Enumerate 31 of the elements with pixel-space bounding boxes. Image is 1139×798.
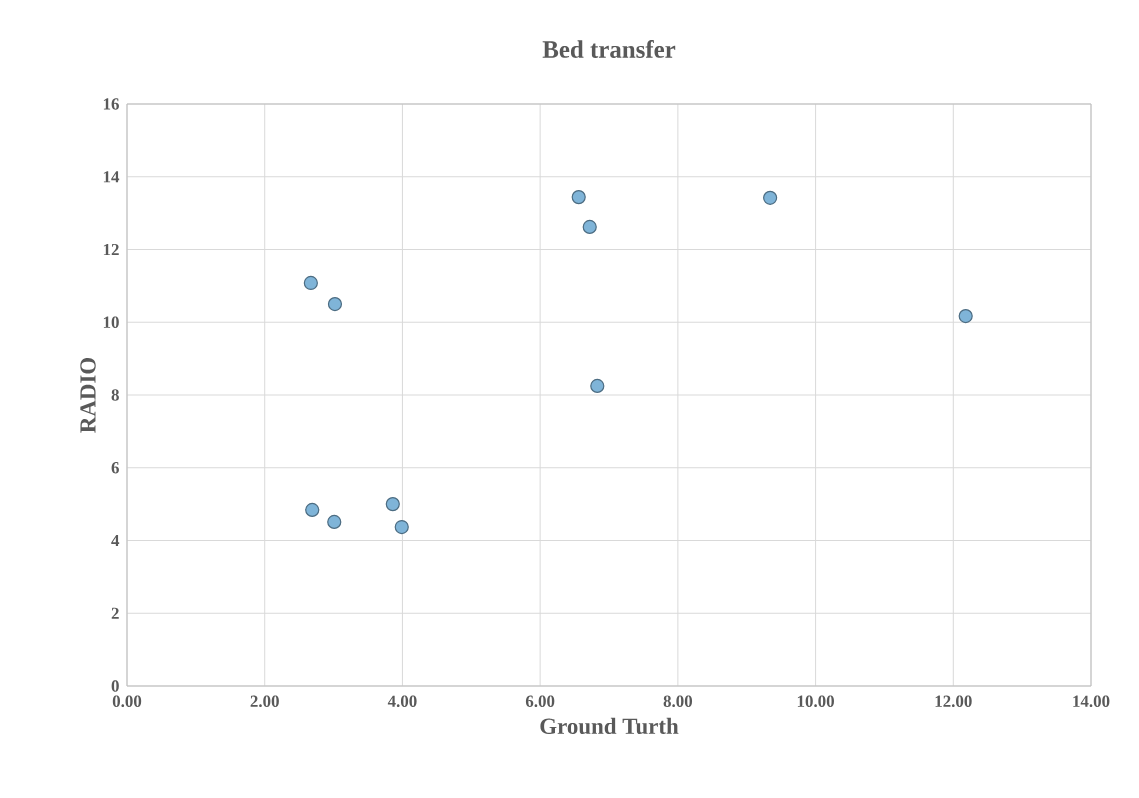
y-tick-label: 12 <box>103 243 119 256</box>
y-tick-label: 4 <box>111 534 120 547</box>
x-tick-label: 2.00 <box>250 695 279 708</box>
y-axis-title: RADIO <box>80 357 96 433</box>
x-tick-label: 12.00 <box>935 695 972 708</box>
point <box>303 275 318 291</box>
x-tick-label: 10.00 <box>797 695 834 708</box>
y-tick-label: 0 <box>111 680 119 692</box>
point <box>385 497 400 512</box>
point <box>590 378 605 393</box>
point <box>305 502 320 518</box>
point <box>763 190 778 205</box>
point <box>582 219 597 235</box>
y-tick-label: 10 <box>103 316 119 328</box>
point <box>571 190 586 205</box>
y-tick-label: 16 <box>103 98 119 110</box>
y-tick-label: 8 <box>111 389 119 401</box>
point <box>958 308 973 324</box>
y-tick-label: 14 <box>103 171 120 183</box>
point <box>394 519 409 535</box>
x-tick-label: 6.00 <box>525 695 555 708</box>
x-tick-label: 8.00 <box>663 695 693 708</box>
x-tick-label: 14.00 <box>1073 695 1110 708</box>
point <box>327 514 342 530</box>
y-tick-label: 2 <box>111 607 119 619</box>
x-tick-label: 4.00 <box>387 695 417 708</box>
x-axis-title: Ground Turth <box>540 717 679 735</box>
y-tick-label: 6 <box>111 462 119 474</box>
point <box>327 296 343 312</box>
x-tick-label: 0.00 <box>112 695 142 708</box>
chart-title: Bed transfer <box>542 40 676 58</box>
